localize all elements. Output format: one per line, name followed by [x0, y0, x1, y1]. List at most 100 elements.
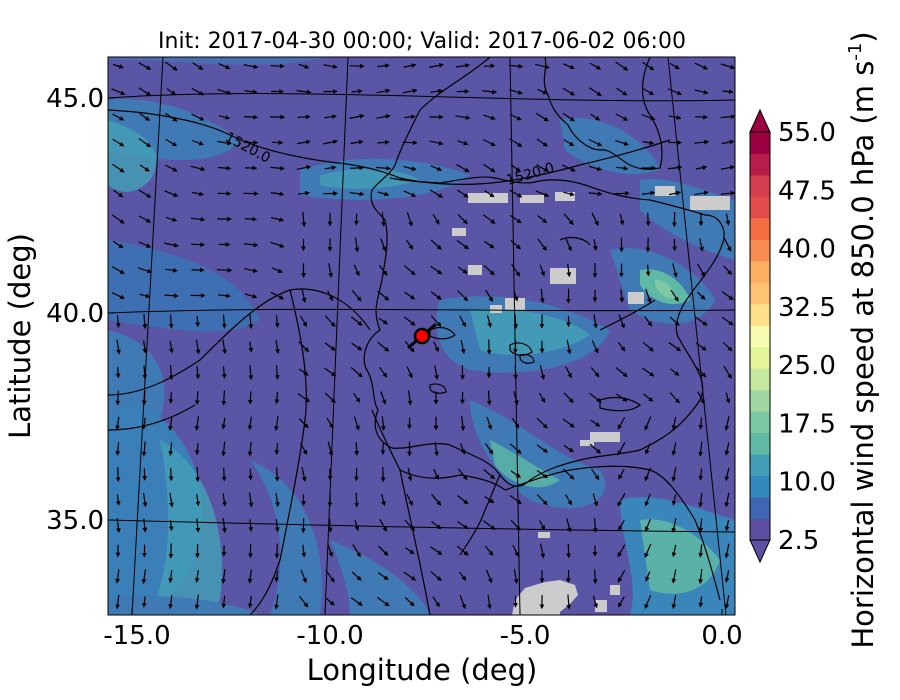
- wind-vector-arrow: [590, 113, 601, 121]
- wind-vector-arrow: [614, 190, 630, 196]
- wind-vector-arrow: [591, 468, 600, 481]
- wind-vector-arrow: [271, 267, 283, 273]
- wind-vector-arrow: [115, 390, 121, 406]
- wind-vector-arrow: [536, 444, 549, 453]
- wind-vector-arrow: [406, 366, 413, 379]
- wind-vector-arrow: [165, 164, 178, 172]
- wind-vector-arrow: [592, 569, 598, 585]
- wind-vector-arrow: [351, 290, 362, 302]
- wind-vector-arrow: [377, 139, 390, 145]
- y-tick-label: 45.0: [46, 84, 104, 114]
- wind-vector-arrow: [244, 268, 258, 273]
- wind-vector-arrow: [641, 113, 656, 121]
- wind-vector-arrow: [380, 416, 386, 431]
- wind-vector-arrow: [455, 115, 471, 120]
- wind-vector-arrow: [588, 138, 603, 147]
- wind-vector-arrow: [723, 365, 732, 380]
- wind-vector-arrow: [297, 139, 311, 145]
- wind-vector-arrow: [509, 443, 522, 455]
- wind-vector-arrow: [671, 442, 677, 456]
- wind-vector-arrow: [617, 442, 626, 456]
- wind-vector-arrow: [296, 89, 312, 95]
- wind-vector-arrow: [406, 212, 413, 227]
- wind-vector-arrow: [270, 63, 285, 69]
- wind-vector-arrow: [590, 419, 601, 427]
- wind-vector-arrow: [724, 416, 730, 431]
- wind-vector-arrow: [484, 496, 495, 504]
- wind-vector-arrow: [430, 571, 442, 582]
- wind-vector-arrow: [350, 597, 363, 606]
- wind-vector-arrow: [536, 417, 548, 429]
- wind-vector-arrow: [539, 288, 545, 304]
- wind-vector-arrow: [115, 416, 120, 431]
- wind-vector-arrow: [591, 212, 599, 227]
- wind-vector-arrow: [168, 340, 174, 354]
- wind-vector-arrow: [722, 342, 733, 352]
- wind-vectors: [111, 61, 735, 610]
- wind-vector-arrow: [566, 518, 572, 533]
- wind-vector-arrow: [510, 240, 522, 250]
- colorbar-segment: [750, 432, 770, 455]
- wind-vector-arrow: [617, 544, 626, 558]
- colorbar-segment: [750, 497, 770, 520]
- wind-vector-arrow: [296, 165, 312, 170]
- wind-vector-arrow: [274, 391, 280, 405]
- wind-vector-arrow: [195, 315, 201, 328]
- y-tick-label: 40.0: [46, 299, 104, 329]
- wind-vector-arrow: [328, 263, 333, 278]
- wind-vector-arrow: [274, 315, 280, 328]
- wind-vector-arrow: [561, 164, 576, 172]
- wind-vector-arrow: [354, 237, 360, 253]
- wind-vector-arrow: [324, 165, 337, 171]
- wind-vector-arrow: [380, 391, 387, 405]
- wind-vector-arrow: [563, 392, 574, 404]
- wind-vector-arrow: [298, 190, 311, 196]
- wind-vector-arrow: [353, 264, 360, 277]
- colorbar-label-close: ): [846, 31, 880, 42]
- wind-vector-arrow: [194, 594, 200, 610]
- wind-vector-arrow: [402, 140, 418, 146]
- wind-vector-arrow: [510, 113, 522, 121]
- wind-vector-arrow: [221, 467, 227, 482]
- wind-vector-arrow: [247, 416, 253, 431]
- wind-vector-arrow: [539, 543, 546, 559]
- wind-vector-arrow: [377, 545, 389, 556]
- wind-vector-arrow: [483, 469, 496, 480]
- wind-vector-arrow: [138, 138, 152, 148]
- chart-title: Init: 2017-04-30 00:00; Valid: 2017-06-0…: [158, 29, 686, 54]
- wind-vector-arrow: [642, 140, 655, 146]
- wind-vector-arrow: [433, 341, 439, 353]
- wind-vector-arrow: [672, 263, 678, 278]
- wind-vector-arrow: [616, 87, 628, 96]
- wind-vector-arrow: [671, 594, 677, 610]
- wind-vector-arrow: [591, 340, 599, 354]
- wind-vector-arrow: [643, 393, 654, 402]
- wind-vector-arrow: [112, 138, 125, 147]
- wind-vector-arrow: [670, 368, 680, 376]
- wind-vector-arrow: [111, 88, 126, 96]
- wind-vector-arrow: [221, 493, 227, 507]
- wind-vector-arrow: [217, 88, 232, 95]
- wind-vector-arrow: [513, 290, 519, 302]
- wind-vector-arrow: [457, 290, 469, 302]
- wind-vector-arrow: [615, 165, 629, 171]
- wind-vector-arrow: [354, 442, 360, 456]
- wind-vector-arrow: [670, 289, 679, 302]
- colorbar-segment: [750, 239, 770, 262]
- location-marker: [407, 322, 437, 350]
- wind-vector-arrow: [138, 241, 152, 248]
- wind-vector-arrow: [247, 441, 253, 457]
- x-tick-label: 0.0: [701, 621, 742, 651]
- wind-vector-arrow: [298, 418, 309, 429]
- wind-vector-arrow: [645, 264, 651, 277]
- wind-vector-arrow: [375, 165, 392, 171]
- wind-vector-arrow: [300, 315, 307, 328]
- wind-vector-arrow: [376, 88, 391, 94]
- wind-vector-arrow: [380, 212, 386, 227]
- wind-vector-arrow: [562, 112, 575, 122]
- wind-vector-arrow: [669, 391, 680, 404]
- wind-vector-arrow: [538, 520, 546, 531]
- wind-vector-arrow: [378, 366, 388, 378]
- wind-vector-arrow: [617, 493, 626, 507]
- wind-vector-arrow: [509, 189, 523, 198]
